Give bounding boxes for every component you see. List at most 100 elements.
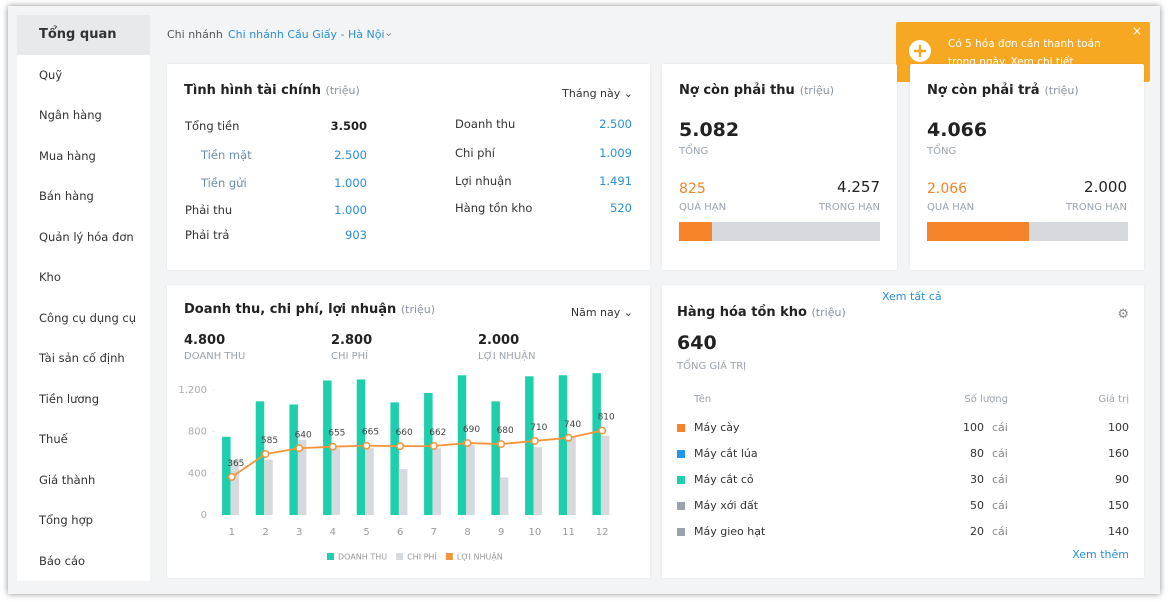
nav-item[interactable]: Tiền lương [17, 380, 150, 420]
row-label: Tiền gửi [201, 176, 247, 190]
nav-item[interactable]: Công cụ dụng cụ [17, 299, 150, 339]
bar [424, 392, 433, 515]
color-swatch [677, 424, 685, 432]
nav-item[interactable]: Tài sản cố định [17, 339, 150, 379]
nav-item[interactable]: Quản lý hóa đơn [17, 218, 150, 258]
row-value: 2.500 [334, 148, 367, 162]
nav-item[interactable]: Báo cáo [17, 542, 150, 582]
app-window: Tổng quan Quỹ Ngân hàng Mua hàng Bán hàng Quả… [8, 6, 1160, 594]
in-term-label: TRONG HẠN [818, 202, 880, 213]
inventory-card: Xem tất cả Hàng hóa tồn kho (triệu) ⚙ 64… [662, 285, 1144, 578]
item-value: 160 [1108, 447, 1129, 460]
summary-label: LỢI NHUẬN [478, 351, 536, 362]
line [231, 429, 603, 478]
item-name: Máy gieo hạt [694, 525, 766, 538]
nav-label: Bán hàng [39, 189, 94, 203]
bar [390, 402, 399, 515]
x-tick-label: 9 [498, 527, 504, 538]
row-label: Hàng tồn kho [455, 201, 533, 215]
item-name: Máy cắt cỏ [694, 473, 754, 486]
period-select[interactable]: Tháng này ⌄ [562, 87, 633, 100]
item-unit: cái [992, 421, 1008, 434]
item-qty: 20 [970, 525, 984, 538]
x-tick-label: 2 [262, 527, 268, 538]
nav-item[interactable]: Kho [17, 258, 150, 298]
bar [600, 435, 610, 515]
row-label: Lợi nhuận [455, 174, 512, 188]
data-label: 660 [396, 428, 413, 438]
unit: (triệu) [1044, 84, 1079, 97]
x-tick-label: 1 [229, 527, 235, 538]
item-qty: 100 [963, 421, 984, 434]
summary-label: CHI PHÍ [331, 351, 369, 362]
row-label: Doanh thu [455, 117, 516, 131]
y-tick-label: 0 [201, 510, 207, 521]
x-tick-label: 7 [431, 527, 437, 538]
x-tick-label: 11 [562, 527, 575, 538]
close-button[interactable]: × [1131, 24, 1142, 38]
color-swatch [677, 502, 685, 510]
summary-value: 2.000 [478, 333, 520, 348]
nav-label: Mua hàng [39, 148, 96, 163]
see-all-link[interactable]: Xem tất cả [882, 290, 942, 303]
bar [491, 401, 500, 515]
nav-item[interactable]: Ngân hàng [17, 96, 150, 136]
topbar: Chi nhánh Chi nhánh Cầu Giấy - Hà Nội ⌄ [158, 6, 1158, 56]
data-label: 740 [564, 420, 581, 430]
notification-icon [909, 40, 931, 62]
nav-label: Kho [39, 270, 61, 284]
card-title: Nợ còn phải thu [679, 83, 795, 98]
nav-label: Ngân hàng [39, 108, 102, 122]
item-name: Máy cắt lúa [694, 447, 758, 460]
bar [592, 373, 601, 515]
legend-label: DOANH THU [338, 553, 387, 562]
nav-label: Tổng hợp [39, 513, 93, 527]
nav-item[interactable]: Quỹ [17, 56, 150, 96]
unit: (triệu) [400, 303, 436, 316]
nav-label: Thuế [39, 432, 68, 446]
nav-label: Tài sản cố định [39, 351, 125, 365]
x-tick-label: 10 [528, 527, 541, 538]
bar [466, 445, 475, 515]
x-tick-label: 4 [330, 527, 336, 538]
nav-item[interactable]: Thuế [17, 420, 150, 460]
row-value: 1.009 [599, 146, 632, 160]
y-tick-label: 800 [188, 427, 207, 438]
point [227, 472, 236, 481]
column-header: Tên [694, 394, 712, 405]
see-more-link[interactable]: Xem thêm [1072, 548, 1129, 561]
bar [365, 448, 374, 515]
item-qty: 50 [970, 499, 984, 512]
progress-fill [679, 222, 712, 241]
row-value: 3.500 [330, 119, 367, 133]
nav-item[interactable]: Bán hàng [17, 177, 150, 217]
item-name: Máy cày [694, 421, 740, 434]
nav-label: Tổng quan [39, 27, 117, 42]
nav-item[interactable]: Mua hàng [17, 137, 150, 177]
period-select[interactable]: Năm nay ⌄ [570, 306, 633, 319]
settings-icon[interactable]: ⚙ [1117, 307, 1129, 322]
nav-item[interactable]: Tổng hợp [17, 501, 150, 541]
nav-item[interactable]: Giá thành [17, 461, 150, 501]
column-header: Giá trị [1098, 394, 1129, 405]
nav-label: Công cụ dụng cụ [39, 310, 137, 325]
row-label: Tổng tiền [185, 119, 240, 133]
nav-item[interactable]: Tổng quan [17, 15, 150, 55]
branch-select[interactable]: Chi nhánh Cầu Giấy - Hà Nội [228, 28, 385, 41]
data-label: 365 [227, 459, 244, 469]
bar [533, 447, 543, 515]
period: Tháng này [562, 87, 621, 100]
data-label: 810 [598, 413, 615, 423]
color-swatch [677, 450, 685, 458]
nav-label: Quỹ [39, 67, 63, 82]
data-label: 655 [328, 429, 345, 439]
bar [222, 436, 231, 515]
progress-track [927, 222, 1128, 241]
bar [432, 448, 442, 515]
data-label: 640 [295, 430, 312, 440]
nav-label: Giá thành [39, 472, 96, 487]
legend-swatch [445, 553, 453, 560]
overdue-label: QUÁ HẠN [927, 202, 975, 213]
dropdown-caret[interactable]: ⌄ [384, 26, 394, 39]
